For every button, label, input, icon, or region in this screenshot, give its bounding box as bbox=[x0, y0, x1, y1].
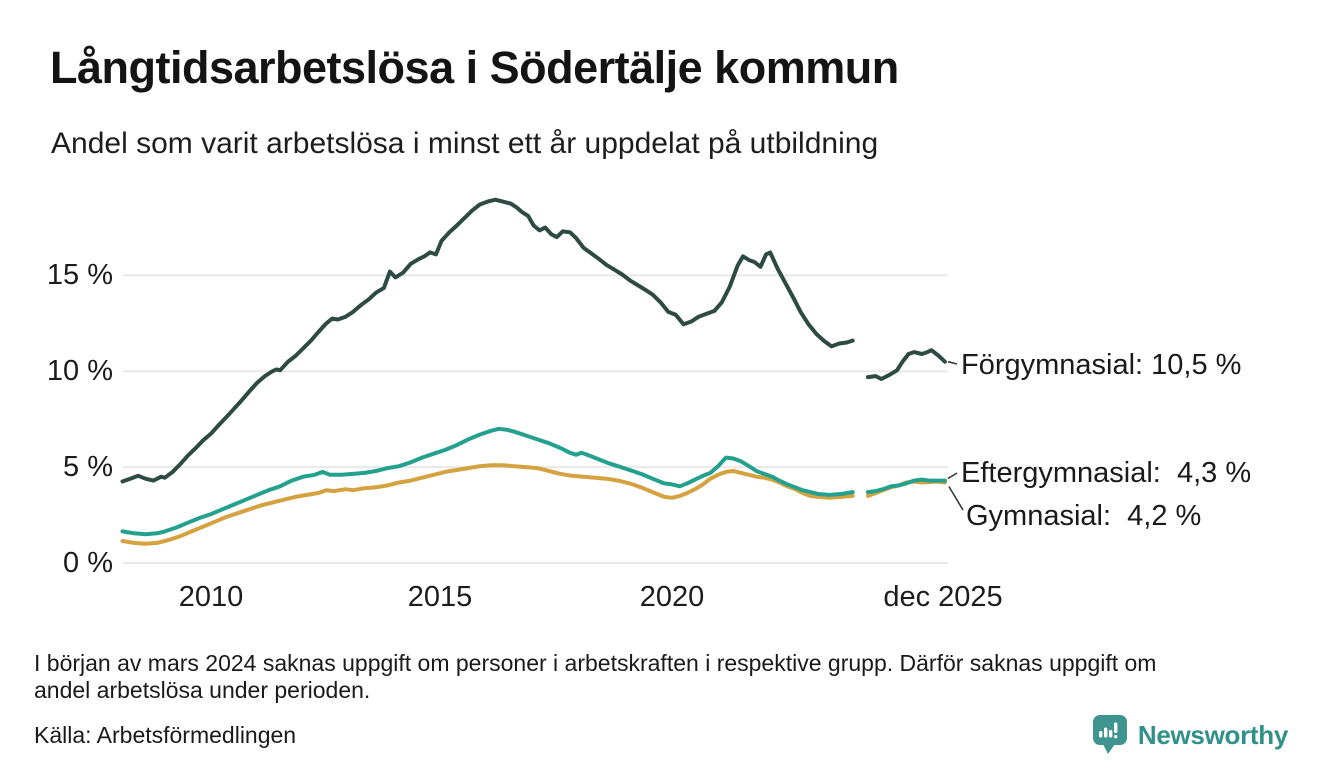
y-axis-tick-5: 5 % bbox=[63, 451, 113, 483]
x-axis-tick-2010: 2010 bbox=[178, 581, 244, 613]
newsworthy-wordmark: Newsworthy bbox=[1137, 719, 1288, 750]
footnote: I början av mars 2024 saknas uppgift om … bbox=[34, 650, 1156, 704]
series-end-label-forgymnasial: Förgymnasial: 10,5 % bbox=[961, 349, 1242, 381]
x-axis-tick-2015: 2015 bbox=[407, 581, 473, 613]
y-axis-tick-15: 15 % bbox=[46, 259, 113, 291]
footnote-line-2: andel arbetslösa under perioden. bbox=[34, 677, 371, 703]
y-axis-tick-10: 10 % bbox=[46, 355, 113, 387]
newsworthy-logo[interactable]: Newsworthy bbox=[1092, 714, 1288, 756]
newsworthy-icon bbox=[1092, 715, 1127, 754]
series-end-label-gymnasial: Gymnasial: 4,2 % bbox=[966, 500, 1202, 532]
page-subtitle: Andel som varit arbetslösa i minst ett å… bbox=[51, 127, 879, 160]
series-end-label-eftergymnasial: Eftergymnasial: 4,3 % bbox=[961, 457, 1252, 489]
footnote-line-1: I början av mars 2024 saknas uppgift om … bbox=[34, 650, 1157, 676]
y-axis-tick-0: 0 % bbox=[63, 547, 113, 579]
source-credit: Källa: Arbetsförmedlingen bbox=[34, 722, 297, 748]
x-axis-tick-2020: 2020 bbox=[639, 581, 705, 613]
x-axis-tick-dec-2025: dec 2025 bbox=[883, 581, 1003, 613]
page-title: Långtidsarbetslösa i Södertälje kommun bbox=[50, 42, 899, 93]
